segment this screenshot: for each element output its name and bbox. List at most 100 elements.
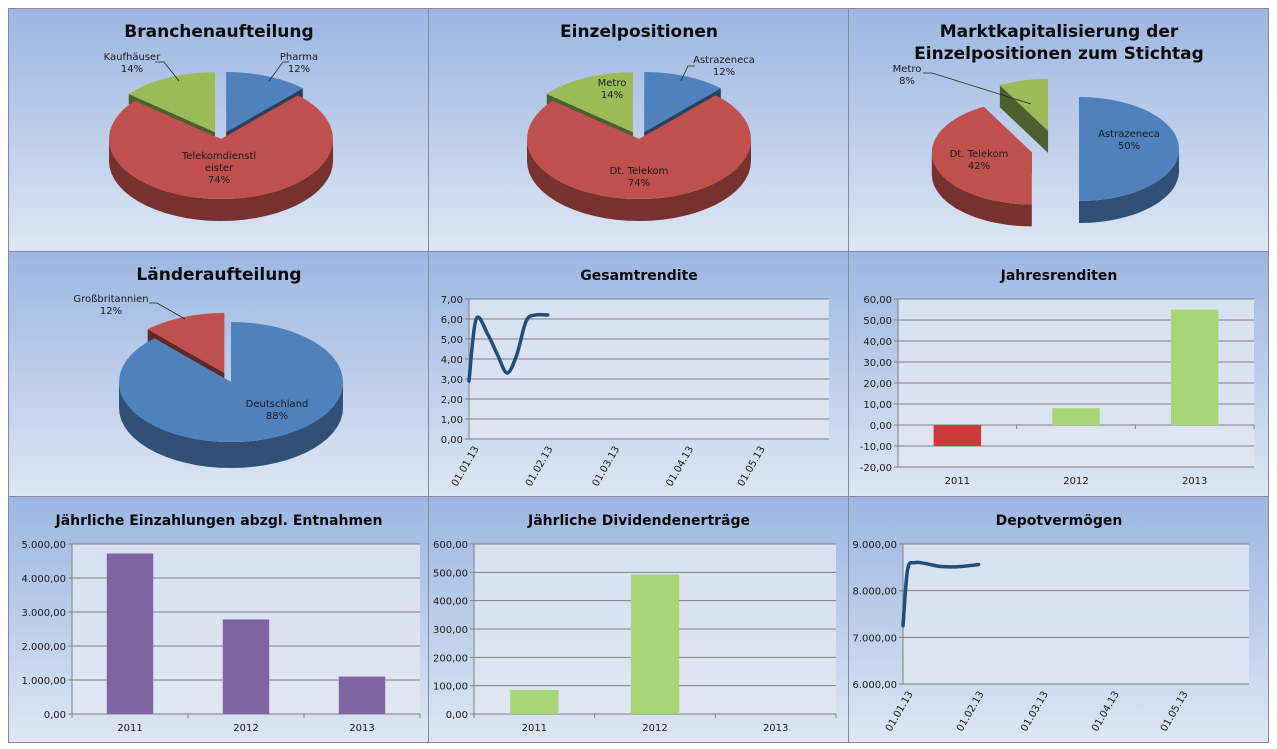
y-tick-label: 5,00: [441, 335, 463, 346]
y-tick-label: 30,00: [863, 358, 892, 369]
y-tick-label: 300,00: [433, 625, 468, 636]
series-line: [901, 560, 981, 628]
y-tick-label: 0,00: [44, 710, 66, 721]
chart-marktkapitalisierung: Marktkapitalisierung der Einzelpositionen…: [848, 8, 1269, 252]
y-tick-label: 2.000,00: [21, 642, 66, 653]
y-tick-label: 3.000,00: [21, 608, 66, 619]
x-tick-label: 2012: [1063, 476, 1088, 487]
pie-slice-side: [119, 382, 343, 468]
data-label: Metro: [598, 78, 627, 89]
chart-title: Branchenaufteilung: [124, 22, 313, 42]
y-tick-label: 7.000,00: [852, 633, 897, 644]
chart-einzelpositionen: Einzelpositionen Astrazeneca 12% Dt. Teleko…: [428, 8, 849, 252]
y-tick-label: 7,00: [441, 295, 463, 306]
pie-slice: [119, 322, 343, 442]
y-tick-label: -10,00: [860, 442, 892, 453]
x-tick-label: 2013: [763, 723, 788, 734]
data-label: Dt. Telekom: [950, 149, 1009, 160]
leader-line: [923, 72, 1032, 105]
chart-laenderaufteilung: Länderaufteilung Deutschland 88% Großbritan…: [8, 251, 429, 497]
y-tick-label: 2,00: [441, 395, 463, 406]
pie-slice: [109, 95, 333, 199]
y-tick-label: -20,00: [860, 463, 892, 474]
chart-title: Einzelpositionen zum Stichtag: [914, 44, 1204, 64]
data-label: 14%: [601, 90, 623, 101]
pie-slice-side: [1079, 149, 1179, 223]
pie-slice: [527, 95, 751, 199]
bar: [338, 676, 386, 714]
y-tick-label: 0,00: [870, 421, 892, 432]
y-tick-label: 6.000,00: [852, 680, 897, 691]
pie-slice: [226, 72, 303, 133]
data-label: 14%: [121, 64, 143, 75]
data-label: Dt. Telekom: [610, 166, 669, 177]
data-label: 12%: [713, 67, 735, 78]
x-tick-label: 2012: [233, 723, 258, 734]
bar: [510, 689, 559, 714]
chart-title: Marktkapitalisierung der: [940, 22, 1179, 42]
chart-branchenaufteilung: Branchenaufteilung Pharma 12% Telekomdienst…: [8, 8, 429, 252]
y-tick-label: 5.000,00: [21, 540, 66, 551]
dashboard-grid: Branchenaufteilung Pharma 12% Telekomdienst…: [8, 8, 1269, 743]
series-line: [467, 312, 550, 383]
leader-line: [149, 302, 186, 320]
y-tick-label: 9.000,00: [852, 540, 897, 551]
bar: [1052, 408, 1100, 425]
pie-slice: [644, 72, 721, 133]
chart-gesamtrendite: Gesamtrendite 0,00 1,00 2,00 3,00 4,00 5,00 6,0…: [428, 251, 849, 497]
x-tick-label: 01.04.13: [664, 445, 696, 489]
x-tick-label: 01.03.13: [1019, 690, 1051, 734]
leader-line: [680, 65, 695, 82]
bar: [630, 574, 680, 714]
y-tick-label: 20,00: [863, 379, 892, 390]
plot-area: [469, 299, 829, 439]
chart-title: Jährliche Einzahlungen abzgl. Entnahmen: [54, 513, 382, 529]
data-label: 50%: [1118, 141, 1140, 152]
chart-einzahlungen: Jährliche Einzahlungen abzgl. Entnahmen 0…: [8, 496, 429, 743]
pie-slice: [546, 72, 634, 133]
chart-svg: Jährliche Dividendenerträge 0,00 100,00 200…: [433, 513, 837, 734]
data-label: 12%: [288, 64, 310, 75]
pie-slice-side: [931, 152, 1032, 227]
chart-dividendenertraege: Jährliche Dividendenerträge 0,00 100,00 200…: [428, 496, 849, 743]
x-tick-label: 2013: [349, 723, 374, 734]
x-tick-label: 01.01.13: [884, 690, 916, 734]
chart-svg: Jährliche Einzahlungen abzgl. Entnahmen 0…: [21, 513, 421, 734]
data-label: 12%: [100, 306, 122, 317]
data-label: Pharma: [280, 52, 318, 63]
pie-slice: [931, 106, 1032, 205]
y-tick-label: 8.000,00: [852, 587, 897, 598]
bar: [933, 425, 982, 446]
chart-depotvermoegen: Depotvermögen 6.000,00 7.000,00 8.000,00 9.0…: [848, 496, 1269, 743]
y-tick-label: 1,00: [441, 415, 463, 426]
y-tick-label: 400,00: [433, 597, 468, 608]
pie-slice: [999, 78, 1049, 131]
y-tick-label: 0,00: [446, 710, 468, 721]
x-tick-label: 01.05.13: [736, 445, 768, 489]
y-tick-label: 3,00: [441, 375, 463, 386]
data-label: eister: [205, 163, 234, 174]
pie-slice: [147, 313, 225, 374]
data-label: Kaufhäuser: [104, 52, 162, 63]
chart-title: Jährliche Dividendenerträge: [527, 513, 750, 529]
x-tick-label: 01.01.13: [450, 445, 482, 489]
x-tick-label: 01.02.13: [524, 445, 556, 489]
chart-title: Gesamtrendite: [580, 268, 697, 284]
x-tick-label: 01.03.13: [591, 445, 623, 489]
y-tick-label: 6,00: [441, 315, 463, 326]
pie-slice-side: [109, 139, 333, 221]
data-label: Astrazeneca: [693, 55, 755, 66]
x-tick-label: 2011: [522, 723, 547, 734]
bar: [106, 553, 154, 714]
data-label: Großbritannien: [73, 294, 148, 305]
chart-svg: Depotvermögen 6.000,00 7.000,00 8.000,00 9.0…: [852, 513, 1249, 734]
x-tick-label: 01.05.13: [1159, 690, 1191, 734]
y-tick-label: 40,00: [863, 337, 892, 348]
data-label: Metro: [893, 64, 922, 75]
chart-svg: Gesamtrendite 0,00 1,00 2,00 3,00 4,00 5,00 6,0…: [441, 268, 829, 489]
x-tick-label: 2013: [1182, 476, 1207, 487]
y-tick-label: 4,00: [441, 355, 463, 366]
x-tick-label: 01.04.13: [1090, 690, 1122, 734]
